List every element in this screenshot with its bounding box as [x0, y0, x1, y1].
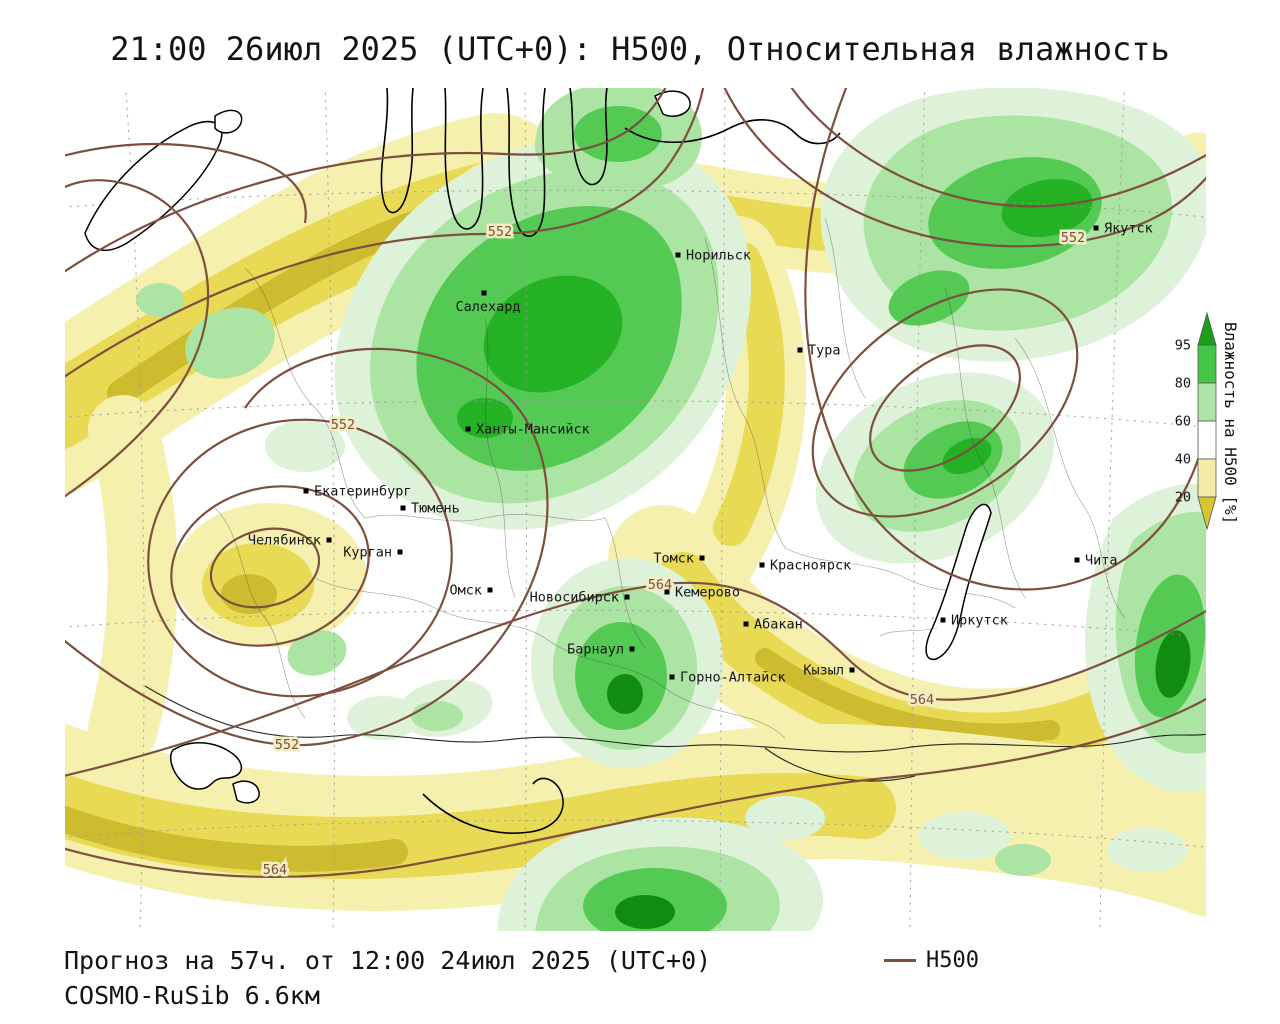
city-label: Тура	[808, 343, 841, 359]
contour-label: 564	[910, 692, 934, 708]
city-marker: Салехард	[455, 290, 521, 315]
colorbar-tick: 60	[1175, 414, 1191, 430]
city-label: Омск	[449, 583, 482, 599]
city-label: Челябинск	[248, 533, 321, 549]
city-dot	[759, 562, 765, 568]
legend-label: H500	[926, 948, 979, 973]
city-marker: Чита	[1074, 553, 1118, 569]
city-marker: Кызыл	[803, 663, 855, 679]
city-dot	[797, 347, 803, 353]
city-label: Чита	[1085, 553, 1118, 569]
colorbar-tick: 95	[1175, 338, 1191, 354]
city-label: Иркутск	[951, 613, 1008, 629]
h500-line-sample	[884, 959, 916, 962]
city-marker: Томск	[653, 551, 705, 567]
contour-label: 552	[275, 737, 299, 753]
colorbar-arrow-bottom	[1197, 496, 1217, 531]
weather-map: 552 552 552 564 552 564 564 Норильск Салехард Ту…	[0, 77, 1280, 944]
cities-layer: Норильск Салехард Тура Якутск Ханты-Мансийск…	[248, 221, 1153, 686]
colorbar-tick: 40	[1175, 452, 1191, 468]
city-dot	[669, 674, 675, 680]
city-label: Барнаул	[567, 642, 624, 658]
city-dot	[624, 594, 630, 600]
city-marker: Челябинск	[248, 533, 332, 549]
colorbar-tick: 80	[1175, 376, 1191, 392]
city-label: Кызыл	[803, 663, 844, 679]
city-dot	[1074, 557, 1080, 563]
city-label: Якутск	[1104, 221, 1153, 237]
city-marker: Норильск	[675, 248, 751, 264]
city-marker: Курган	[343, 545, 403, 561]
city-label: Тюмень	[411, 501, 460, 517]
country-border-layer	[144, 685, 1214, 782]
colorbar-arrow-top	[1197, 311, 1217, 346]
city-dot	[675, 252, 681, 258]
city-label: Красноярск	[770, 558, 851, 574]
city-dot	[1093, 225, 1099, 231]
city-marker: Барнаул	[567, 642, 635, 658]
city-marker: Тура	[797, 343, 841, 359]
city-dot	[664, 589, 670, 595]
city-label: Новосибирск	[530, 590, 619, 606]
colorbar-segment	[1197, 382, 1217, 422]
admin-borders-layer	[214, 217, 1126, 739]
city-label: Томск	[653, 551, 694, 567]
contour-label: 552	[488, 224, 512, 240]
humidity-fill-layer	[0, 83, 1280, 944]
colorbar-segment	[1197, 458, 1217, 498]
city-dot	[940, 617, 946, 623]
colorbar: 95 80 60 40 20	[1150, 300, 1270, 600]
city-marker: Красноярск	[759, 558, 851, 574]
model-info: COSMO-RuSib 6.6км	[64, 981, 320, 1010]
city-marker: Горно-Алтайск	[669, 670, 786, 686]
city-dot	[465, 426, 471, 432]
colorbar-segment	[1197, 344, 1217, 384]
city-label: Горно-Алтайск	[680, 670, 786, 686]
city-marker: Ханты-Мансийск	[465, 422, 590, 438]
city-dot	[849, 667, 855, 673]
city-label: Курган	[343, 545, 392, 561]
city-dot	[629, 646, 635, 652]
city-dot	[699, 555, 705, 561]
city-label: Норильск	[686, 248, 751, 264]
city-dot	[487, 587, 493, 593]
city-dot	[481, 290, 487, 296]
city-marker: Новосибирск	[530, 590, 630, 606]
colorbar-segment	[1197, 420, 1217, 460]
coastlines-layer	[84, 87, 992, 834]
contour-label: 564	[263, 862, 287, 878]
city-marker: Екатеринбург	[303, 484, 412, 500]
city-dot	[400, 505, 406, 511]
city-label: Ханты-Мансийск	[476, 422, 590, 438]
city-dot	[743, 621, 749, 627]
colorbar-scale: 95 80 60 40 20	[1175, 311, 1217, 531]
contour-label: 552	[331, 417, 355, 433]
city-marker: Омск	[449, 583, 493, 599]
contour-label: 552	[1061, 230, 1085, 246]
city-label: Салехард	[455, 299, 520, 315]
city-dot	[397, 549, 403, 555]
city-label: Екатеринбург	[314, 484, 412, 500]
city-label: Кемерово	[675, 585, 740, 601]
city-marker: Абакан	[743, 617, 803, 633]
city-marker: Кемерово	[664, 585, 740, 601]
city-marker: Тюмень	[400, 501, 460, 517]
legend: H500	[884, 948, 979, 973]
city-label: Абакан	[754, 617, 803, 633]
forecast-info: Прогноз на 57ч. от 12:00 24июл 2025 (UTC…	[64, 946, 712, 975]
city-marker: Иркутск	[940, 613, 1008, 629]
map-title: 21:00 26июл 2025 (UTC+0): H500, Относите…	[110, 30, 1170, 68]
city-dot	[326, 537, 332, 543]
colorbar-title: Влажность на H500 [%]	[1221, 322, 1240, 525]
city-dot	[303, 488, 309, 494]
city-marker: Якутск	[1093, 221, 1153, 237]
colorbar-tick: 20	[1175, 490, 1191, 506]
